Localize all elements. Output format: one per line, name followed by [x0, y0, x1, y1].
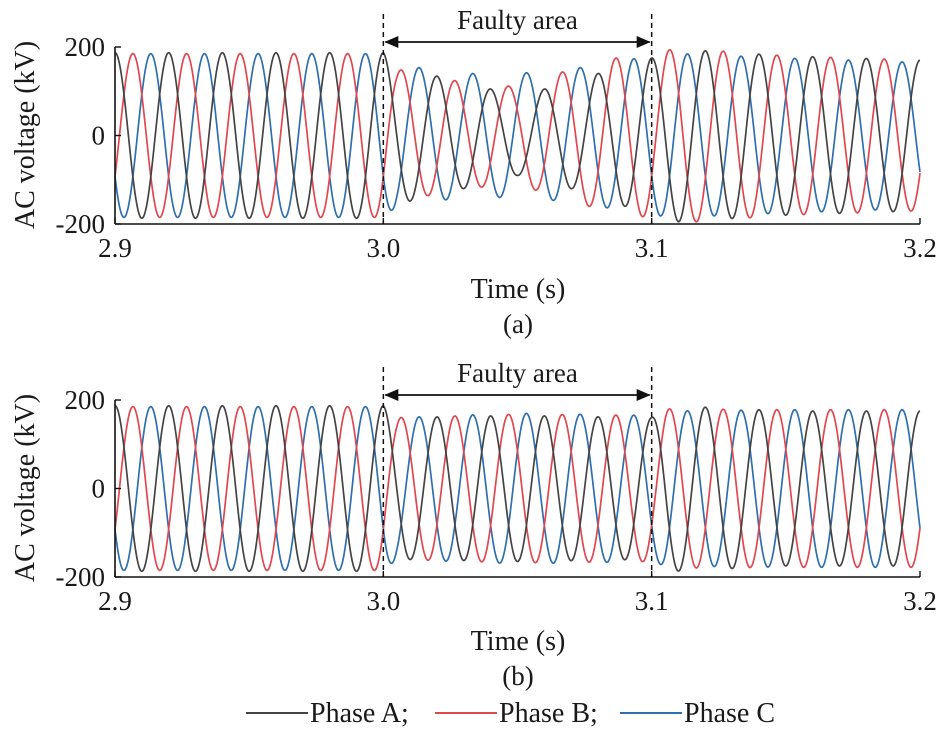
- panel-b-fault-window: Faulty area: [382, 358, 653, 577]
- y-tick-label: 0: [92, 121, 106, 151]
- fault-arrow-right-head: [636, 389, 651, 401]
- panel-a: Faulty area 2.9 3.0 3.1 3.2 -200 0 200 AC volt…: [10, 5, 937, 339]
- fault-arrow-right-head: [636, 36, 651, 48]
- y-tick-label: -200: [56, 562, 106, 592]
- panel-a-curves: [114, 48, 921, 223]
- panel-b-ticks: 2.9 3.0 3.1 3.2 -200 0 200: [56, 385, 937, 616]
- x-tick-label: 3.2: [903, 586, 937, 616]
- legend: Phase A; Phase B; Phase C: [246, 698, 775, 729]
- y-tick-label: -200: [56, 209, 106, 239]
- x-tick-label: 2.9: [98, 586, 132, 616]
- x-tick-label: 3.1: [635, 233, 669, 263]
- panel-b-curves: [114, 404, 921, 573]
- series-phase-a-line: [114, 49, 921, 223]
- panel-b-caption: (b): [502, 661, 533, 691]
- series-phase-a-line: [114, 404, 921, 573]
- y-tick-label: 0: [92, 474, 106, 504]
- panel-a-ticks: 2.9 3.0 3.1 3.2 -200 0 200: [56, 32, 937, 263]
- legend-label-phase-c: Phase C: [684, 698, 775, 729]
- x-tick-label: 3.1: [635, 586, 669, 616]
- panel-b-ylabel: AC voltage (kV): [10, 394, 41, 582]
- y-tick-label: 200: [65, 385, 106, 415]
- fault-arrow-left-head: [384, 36, 399, 48]
- panel-b-xlabel: Time (s): [471, 626, 566, 657]
- fault-area-label: Faulty area: [457, 358, 578, 388]
- x-tick-label: 2.9: [98, 233, 132, 263]
- x-tick-label: 3.2: [903, 233, 937, 263]
- x-tick-label: 3.0: [366, 233, 400, 263]
- legend-label-phase-a: Phase A;: [310, 698, 409, 729]
- panel-b: Faulty area 2.9 3.0 3.1 3.2 -200 0 200 AC volt…: [10, 358, 937, 691]
- fault-area-label: Faulty area: [457, 5, 578, 35]
- panel-a-fault-window: Faulty area: [382, 5, 653, 224]
- series-phase-b-line: [114, 405, 921, 572]
- panel-a-caption: (a): [503, 309, 533, 339]
- panel-a-ylabel: AC voltage (kV): [10, 41, 41, 229]
- panel-a-xlabel: Time (s): [471, 274, 566, 305]
- legend-label-phase-b: Phase B;: [499, 698, 598, 729]
- series-phase-b-line: [114, 48, 921, 223]
- y-tick-label: 200: [65, 32, 106, 62]
- x-tick-label: 3.0: [366, 586, 400, 616]
- fault-arrow-left-head: [384, 389, 399, 401]
